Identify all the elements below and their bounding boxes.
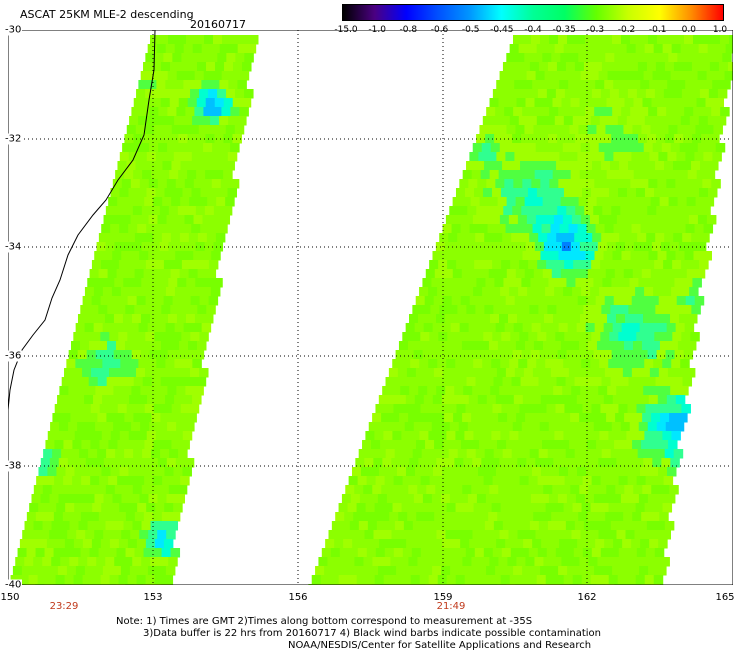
- footnote-line-3: NOAA/NESDIS/Center for Satellite Applica…: [288, 640, 592, 651]
- longitude-label: 162: [577, 592, 597, 603]
- colorbar: [342, 4, 724, 21]
- latitude-label: -38: [4, 460, 23, 472]
- latitude-label: -40: [4, 579, 23, 591]
- longitude-label: 150: [0, 592, 20, 603]
- pass-time-label: 21:49: [436, 601, 466, 612]
- map-date: 20160717: [190, 18, 246, 31]
- longitude-label: 165: [715, 592, 735, 603]
- longitude-label: 153: [143, 592, 163, 603]
- right-swath: [308, 35, 733, 585]
- footnote-line-1: Note: 1) Times are GMT 2)Times along bot…: [116, 616, 533, 627]
- longitude-label: 159: [433, 592, 453, 603]
- map-title: ASCAT 25KM MLE-2 descending: [20, 8, 194, 21]
- longitude-label: 156: [288, 592, 308, 603]
- latitude-label: -30: [4, 24, 23, 36]
- swath-map: [8, 30, 733, 585]
- latitude-label: -34: [4, 241, 23, 253]
- footnote-line-2: 3)Data buffer is 22 hrs from 20160717 4)…: [143, 628, 601, 639]
- latitude-label: -32: [4, 133, 23, 145]
- latitude-label: -36: [4, 350, 23, 362]
- pass-time-label: 23:29: [49, 601, 79, 612]
- graticule: [8, 30, 732, 585]
- left-swath: [8, 35, 259, 585]
